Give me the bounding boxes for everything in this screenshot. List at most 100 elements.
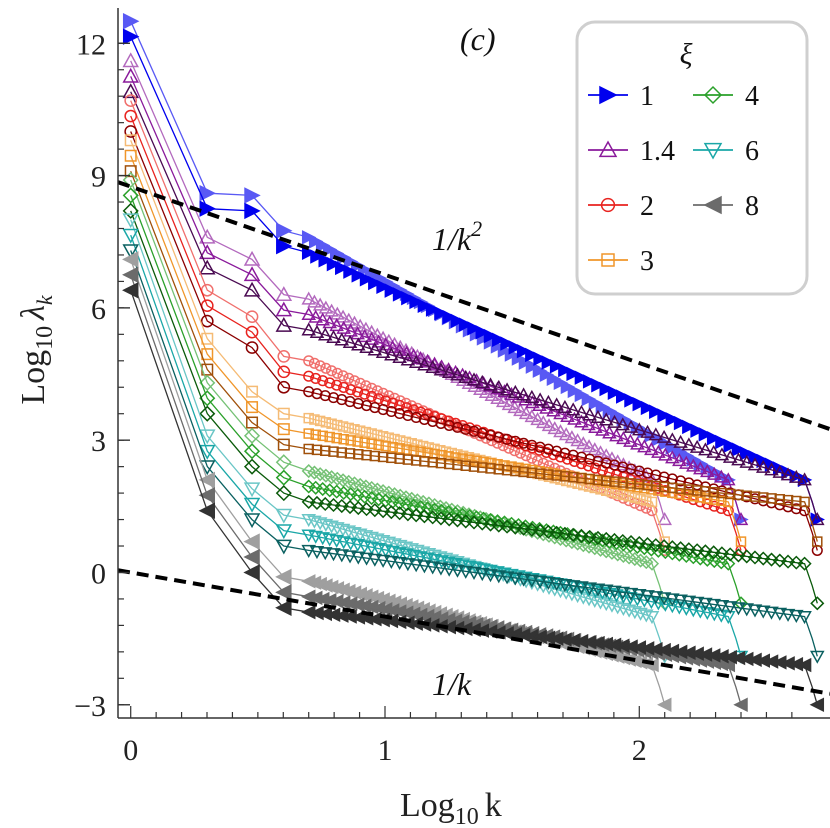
data-point bbox=[468, 425, 480, 437]
data-point bbox=[524, 522, 539, 537]
data-point bbox=[243, 482, 261, 498]
data-point bbox=[433, 362, 449, 376]
data-point bbox=[312, 297, 328, 311]
data-point bbox=[417, 509, 432, 524]
data-point bbox=[392, 349, 407, 363]
data-point bbox=[721, 472, 736, 486]
data-point bbox=[380, 440, 391, 452]
data-point bbox=[275, 286, 293, 301]
data-point bbox=[442, 512, 457, 527]
data-point bbox=[342, 334, 358, 348]
data-point bbox=[244, 202, 261, 220]
data-point bbox=[632, 422, 647, 436]
y-tick-label: 0 bbox=[91, 557, 106, 590]
data-point bbox=[706, 444, 721, 458]
data-point bbox=[441, 364, 457, 378]
legend-marker bbox=[703, 195, 722, 215]
data-point bbox=[707, 466, 722, 480]
data-point bbox=[747, 457, 763, 471]
data-point bbox=[809, 697, 825, 712]
data-point bbox=[574, 404, 589, 418]
data-point bbox=[275, 485, 292, 502]
data-point bbox=[607, 585, 622, 599]
data-point bbox=[665, 593, 680, 607]
data-point bbox=[275, 568, 292, 586]
data-point bbox=[345, 384, 357, 396]
data-point bbox=[410, 411, 422, 424]
data-point bbox=[497, 440, 509, 452]
data-point bbox=[368, 275, 383, 291]
data-point bbox=[122, 13, 140, 30]
data-point bbox=[524, 574, 540, 588]
data-point bbox=[640, 537, 655, 552]
data-point bbox=[434, 306, 449, 321]
data-point bbox=[739, 454, 754, 468]
legend: ξ 1 1.4 2 3 4 6 8 bbox=[575, 20, 809, 296]
data-point bbox=[582, 374, 598, 389]
data-point bbox=[303, 412, 314, 424]
data-point bbox=[409, 294, 424, 310]
y-tick-label: 6 bbox=[91, 293, 106, 326]
data-point bbox=[366, 438, 377, 450]
data-point bbox=[467, 321, 482, 336]
data-point bbox=[731, 452, 746, 466]
data-point bbox=[557, 399, 573, 413]
data-point bbox=[495, 393, 511, 408]
data-point bbox=[735, 536, 747, 547]
data-point bbox=[425, 359, 440, 373]
data-point bbox=[331, 379, 343, 391]
data-point bbox=[673, 434, 688, 448]
data-point bbox=[598, 412, 614, 426]
data-point bbox=[484, 429, 497, 441]
data-point bbox=[364, 531, 379, 545]
data-point bbox=[796, 657, 812, 673]
data-point bbox=[408, 354, 424, 368]
data-point bbox=[588, 395, 604, 411]
x-tick-label: 0 bbox=[123, 734, 138, 767]
data-point bbox=[370, 533, 385, 547]
data-point bbox=[317, 327, 333, 341]
data-point bbox=[433, 511, 449, 526]
data-point bbox=[715, 502, 727, 515]
data-point bbox=[276, 237, 293, 255]
legend-marker bbox=[601, 253, 615, 267]
data-point bbox=[341, 312, 357, 326]
data-point bbox=[637, 439, 652, 453]
data-point bbox=[588, 419, 603, 434]
data-point bbox=[326, 497, 341, 513]
data-point bbox=[277, 380, 291, 394]
data-point bbox=[198, 228, 216, 244]
data-point bbox=[641, 495, 652, 506]
data-point bbox=[301, 514, 316, 528]
data-point bbox=[336, 394, 348, 406]
data-point bbox=[243, 548, 260, 566]
x-tick-label: 2 bbox=[632, 734, 647, 767]
data-point bbox=[392, 556, 407, 571]
legend-entry-8: 8 bbox=[693, 191, 759, 222]
data-point bbox=[706, 431, 722, 446]
data-point bbox=[198, 444, 216, 460]
data-point bbox=[681, 542, 696, 557]
data-point bbox=[615, 533, 630, 549]
data-point bbox=[359, 552, 374, 566]
data-point bbox=[458, 565, 474, 579]
data-point bbox=[584, 453, 596, 465]
data-point bbox=[566, 527, 581, 542]
data-point bbox=[466, 566, 482, 581]
data-point bbox=[640, 502, 652, 514]
data-point bbox=[598, 598, 614, 612]
y-tick-label: 3 bbox=[91, 425, 106, 458]
data-point bbox=[708, 500, 720, 512]
data-point bbox=[330, 522, 345, 536]
data-point bbox=[648, 591, 664, 605]
data-point bbox=[400, 352, 416, 366]
data-point bbox=[698, 597, 713, 611]
data-point bbox=[698, 544, 713, 559]
data-point bbox=[812, 536, 823, 547]
data-point bbox=[574, 528, 589, 543]
data-point bbox=[243, 281, 261, 297]
data-point bbox=[343, 323, 358, 337]
data-point bbox=[351, 501, 366, 516]
data-point bbox=[553, 585, 568, 599]
data-point bbox=[277, 365, 291, 379]
